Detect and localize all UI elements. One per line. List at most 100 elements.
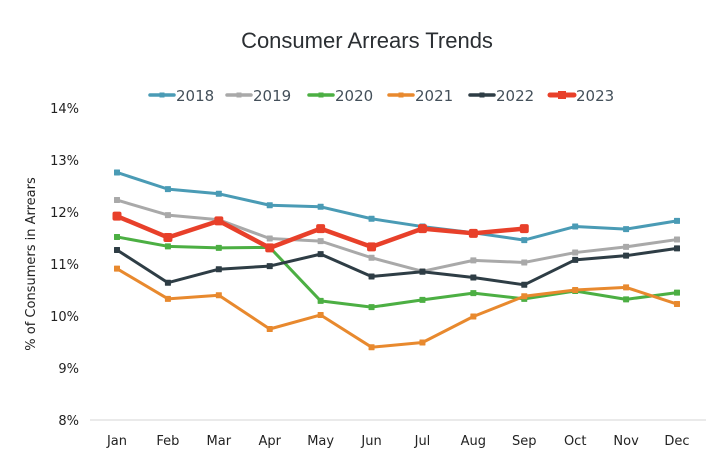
x-tick-label: Dec (664, 434, 689, 449)
legend-marker (398, 92, 404, 98)
data-point (572, 256, 579, 263)
data-point (112, 211, 122, 221)
data-point (419, 339, 426, 346)
legend-item-2021[interactable]: 2021 (387, 87, 453, 105)
x-tick-label: Oct (564, 434, 586, 449)
legend-label: 2019 (253, 87, 291, 105)
data-point (368, 215, 375, 222)
data-point (623, 243, 630, 250)
data-point (674, 301, 680, 308)
data-point (521, 237, 528, 244)
data-point (114, 197, 120, 204)
data-point (266, 235, 273, 242)
x-tick-label: Aug (461, 434, 486, 449)
data-point (623, 252, 630, 259)
x-tick-label: May (307, 434, 334, 449)
legend-item-2018[interactable]: 2018 (148, 87, 214, 105)
y-tick-label: 10% (50, 310, 79, 325)
data-point (164, 212, 171, 219)
series-line (116, 198, 678, 273)
legend-marker (479, 92, 485, 98)
x-tick-label: Jul (414, 434, 431, 449)
data-point (470, 257, 477, 264)
data-point (215, 244, 222, 251)
legend-label: 2022 (496, 87, 534, 105)
data-point (419, 296, 426, 303)
data-point (470, 274, 477, 281)
series-2020 (114, 233, 680, 311)
data-point (572, 287, 579, 293)
data-point (368, 344, 375, 351)
data-point (368, 254, 375, 261)
x-tick-label: Jan (106, 434, 127, 449)
data-point (164, 279, 171, 286)
data-point (214, 216, 224, 226)
series-2021 (114, 265, 680, 351)
data-point (317, 311, 324, 318)
data-point (521, 281, 528, 288)
series-2022 (114, 245, 680, 288)
data-point (317, 203, 324, 210)
legend-label: 2018 (176, 87, 214, 105)
x-tick-label: Jun (360, 434, 381, 449)
data-point (572, 249, 579, 256)
data-point (519, 224, 529, 234)
series-line (116, 235, 678, 309)
data-point (164, 186, 171, 193)
data-point (623, 296, 630, 303)
legend-label: 2020 (335, 87, 373, 105)
data-point (215, 190, 222, 197)
legend-item-2020[interactable]: 2020 (307, 87, 373, 105)
data-point (521, 293, 528, 300)
legend-item-2023[interactable]: 2023 (547, 87, 614, 105)
legend-marker (558, 91, 566, 99)
data-point (367, 242, 377, 252)
legend-marker (159, 92, 165, 98)
data-point (265, 243, 275, 253)
x-tick-label: Feb (156, 434, 179, 449)
data-point (368, 304, 375, 311)
data-point (317, 297, 324, 304)
legend-item-2019[interactable]: 2019 (225, 87, 291, 105)
y-tick-label: 12% (50, 206, 79, 221)
x-tick-label: Apr (258, 434, 281, 449)
data-point (266, 202, 273, 209)
x-tick-label: Nov (613, 434, 639, 449)
data-point (417, 224, 427, 234)
data-point (316, 224, 326, 234)
legend-marker (318, 92, 324, 98)
data-point (215, 292, 222, 299)
data-point (164, 243, 171, 250)
data-point (674, 289, 680, 296)
y-axis: 8% 9% 10% 11% 12% 13% 14% (50, 102, 79, 429)
x-tick-label: Sep (512, 434, 537, 449)
data-point (163, 232, 173, 242)
series-group (112, 169, 680, 351)
data-point (114, 169, 120, 176)
series-2023 (112, 211, 529, 253)
x-axis: Jan Feb Mar Apr May Jun Jul Aug Sep Oct Nov Dec (106, 434, 690, 449)
data-point (114, 233, 120, 240)
data-point (215, 266, 222, 273)
data-point (368, 273, 375, 280)
series-line (116, 267, 678, 349)
data-point (164, 295, 171, 302)
data-point (114, 265, 120, 272)
data-point (266, 263, 273, 270)
data-point (674, 236, 680, 243)
data-point (468, 228, 478, 238)
data-point (419, 268, 426, 275)
x-tick-label: Mar (207, 434, 232, 449)
legend-label: 2023 (576, 87, 614, 105)
legend-marker (236, 92, 242, 98)
data-point (674, 217, 680, 224)
y-tick-label: 9% (58, 362, 79, 377)
y-tick-label: 8% (58, 414, 79, 429)
y-tick-label: 11% (50, 258, 79, 273)
y-tick-label: 13% (50, 154, 79, 169)
chart-title: Consumer Arrears Trends (241, 28, 493, 53)
data-point (623, 284, 630, 291)
data-point (317, 251, 324, 258)
legend-item-2022[interactable]: 2022 (468, 87, 534, 105)
